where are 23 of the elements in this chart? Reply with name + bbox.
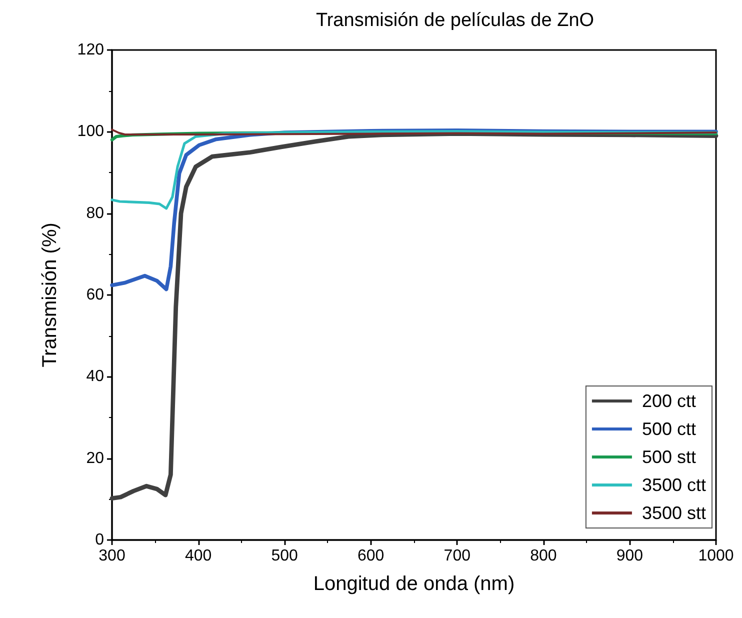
chart-title: Transmisión de películas de ZnO [316, 10, 594, 31]
legend-label: 500 ctt [642, 419, 696, 439]
legend-label: 500 stt [642, 447, 696, 467]
x-tick-label: 800 [530, 548, 557, 564]
y-axis-title: Transmisión (%) [39, 222, 61, 368]
y-tick-label: 100 [77, 123, 104, 140]
y-tick-label: 80 [86, 204, 104, 222]
x-tick-label: 500 [271, 548, 298, 564]
legend-label: 3500 ctt [642, 475, 706, 495]
x-tick-label: 700 [444, 548, 471, 564]
x-tick-label: 1000 [698, 548, 734, 564]
y-tick-label: 120 [77, 42, 104, 58]
x-tick-label: 300 [98, 548, 126, 564]
y-tick-label: 20 [86, 450, 104, 467]
legend-label: 3500 stt [642, 503, 706, 523]
legend-label: 200 ctt [642, 391, 696, 411]
x-tick-label: 900 [616, 548, 644, 564]
y-tick-label: 0 [95, 532, 104, 548]
x-tick-label: 600 [358, 548, 384, 564]
y-tick-label: 60 [86, 286, 104, 304]
x-tick-label: 400 [184, 548, 212, 564]
x-axis-title: Longitud de onda (nm) [313, 573, 515, 595]
y-tick-label: 40 [86, 368, 104, 386]
